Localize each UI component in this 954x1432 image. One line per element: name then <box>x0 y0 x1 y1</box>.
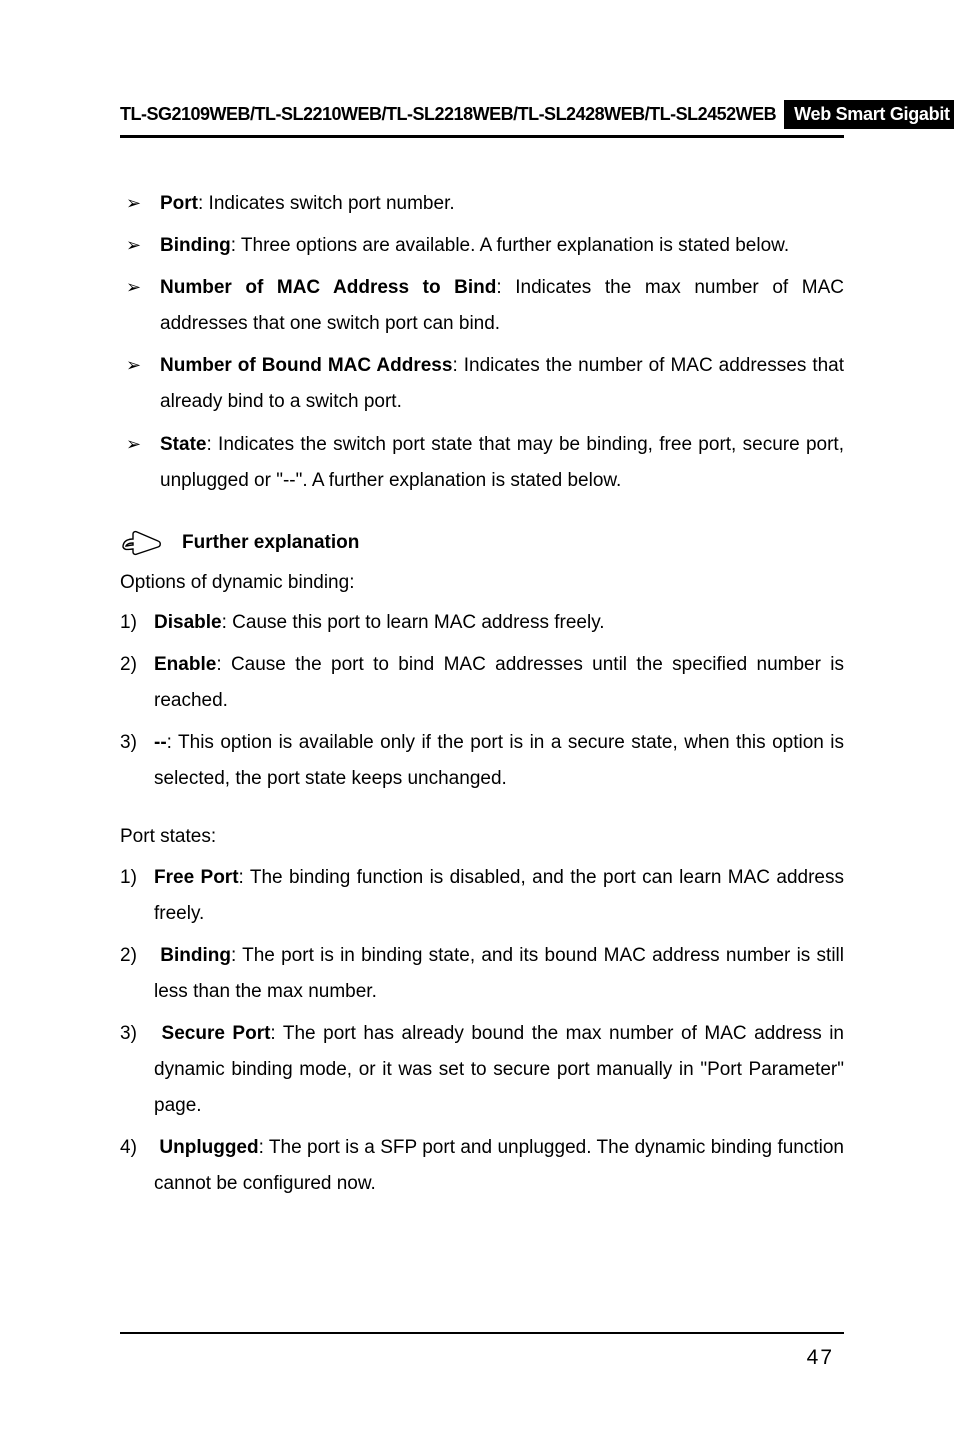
item-number: 3) <box>120 725 137 761</box>
list-item: 2) Enable: Cause the port to bind MAC add… <box>120 647 844 719</box>
field-definitions-list: Port: Indicates switch port number. Bind… <box>120 186 844 499</box>
definition-text: : This option is available only if the p… <box>154 732 844 789</box>
list-item: State: Indicates the switch port state t… <box>126 427 844 499</box>
header-model-codes: TL-SG2109WEB/TL-SL2210WEB/TL-SL2218WEB/T… <box>120 100 784 129</box>
list-item: 2) Binding: The port is in binding state… <box>120 938 844 1010</box>
list-item: 1) Disable: Cause this port to learn MAC … <box>120 605 844 641</box>
term: Secure Port <box>162 1023 271 1044</box>
item-number: 2) <box>120 938 137 974</box>
item-number: 1) <box>120 860 137 896</box>
term: State <box>160 434 206 455</box>
definition-text: : Indicates the switch port state that m… <box>160 434 844 491</box>
item-number: 3) <box>120 1016 137 1052</box>
term: Enable <box>154 654 216 675</box>
term: Free Port <box>154 867 239 888</box>
list-item: Number of Bound MAC Address: Indicates t… <box>126 348 844 420</box>
list-item: Port: Indicates switch port number. <box>126 186 844 222</box>
options-intro: Options of dynamic binding: <box>120 565 844 601</box>
header-guide-title: Web Smart Gigabit Switch Family User's G… <box>784 100 954 129</box>
list-item: 4) Unplugged: The port is a SFP port and… <box>120 1130 844 1202</box>
term: Unplugged <box>159 1137 258 1158</box>
list-item: 3) --: This option is available only if t… <box>120 725 844 797</box>
binding-options-list: 1) Disable: Cause this port to learn MAC … <box>120 605 844 797</box>
definition-text: : Indicates switch port number. <box>198 193 455 214</box>
term: Binding <box>160 235 231 256</box>
further-explanation-heading: Further explanation <box>120 525 844 561</box>
term: -- <box>154 732 167 753</box>
term: Port <box>160 193 198 214</box>
definition-text: : The port is in binding state, and its … <box>154 945 844 1002</box>
port-states-label: Port states: <box>120 819 844 855</box>
definition-text: : Three options are available. A further… <box>231 235 789 256</box>
definition-text: : The binding function is disabled, and … <box>154 867 844 924</box>
page-number: 47 <box>807 1346 834 1370</box>
item-number: 4) <box>120 1130 137 1166</box>
term: Disable <box>154 612 222 633</box>
list-item: Number of MAC Address to Bind: Indicates… <box>126 270 844 342</box>
term: Number of MAC Address to Bind <box>160 277 496 298</box>
note-title: Further explanation <box>182 525 359 561</box>
definition-text: : Cause the port to bind MAC addresses u… <box>154 654 844 711</box>
footer-divider <box>120 1332 844 1334</box>
term: Binding <box>160 945 231 966</box>
body-content: Port: Indicates switch port number. Bind… <box>120 186 844 1202</box>
list-item: 3) Secure Port: The port has already bou… <box>120 1016 844 1124</box>
term: Number of Bound MAC Address <box>160 355 452 376</box>
hand-pointing-icon <box>120 529 164 557</box>
list-item: Binding: Three options are available. A … <box>126 228 844 264</box>
page-header: TL-SG2109WEB/TL-SL2210WEB/TL-SL2218WEB/T… <box>120 100 844 129</box>
list-item: 1) Free Port: The binding function is dis… <box>120 860 844 932</box>
item-number: 2) <box>120 647 137 683</box>
port-states-list: 1) Free Port: The binding function is dis… <box>120 860 844 1203</box>
item-number: 1) <box>120 605 137 641</box>
definition-text: : Cause this port to learn MAC address f… <box>222 612 605 633</box>
header-divider <box>120 135 844 138</box>
